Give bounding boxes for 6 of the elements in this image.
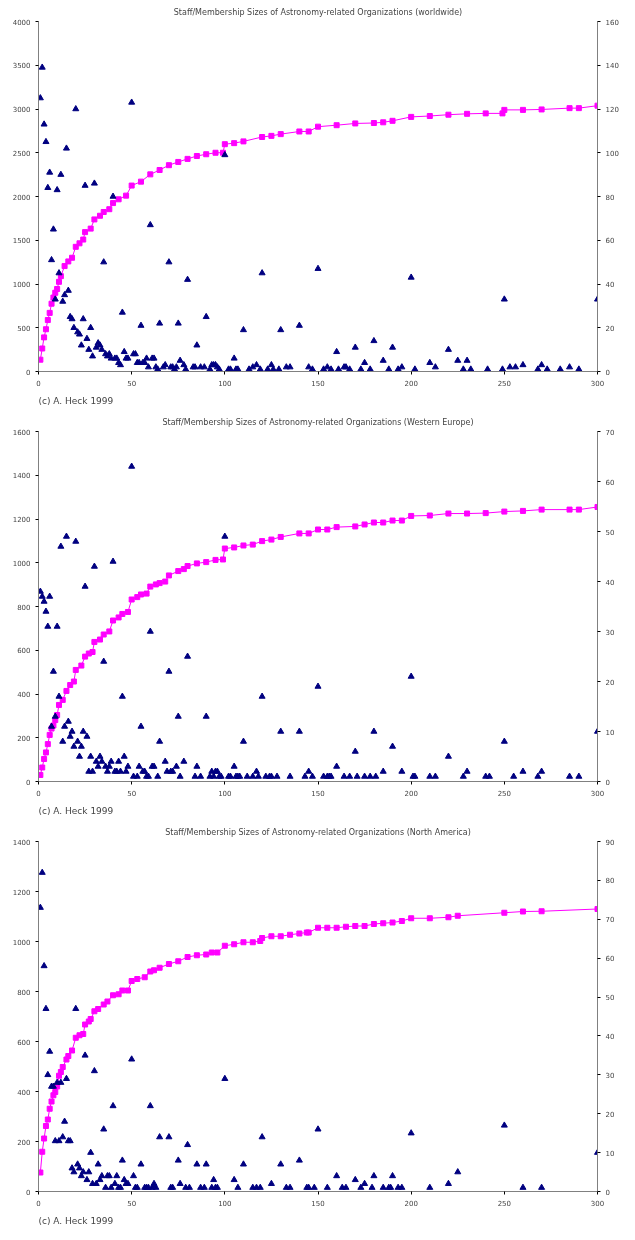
chart-title: Staff/Membership Sizes of Astronomy-related Organizations (North America) [165, 827, 471, 837]
text: (c) A. Heck 1999 [38, 805, 114, 816]
chart-title: Staff/Membership Sizes of Astronomy-related Organizations (worldwide) [173, 7, 463, 17]
text: (c) A. Heck 1999 [38, 395, 114, 406]
chart-title: Staff/Membership Sizes of Astronomy-related Organizations (Western Europe) [162, 417, 474, 427]
text: (c) A. Heck 1999 [38, 1215, 114, 1226]
